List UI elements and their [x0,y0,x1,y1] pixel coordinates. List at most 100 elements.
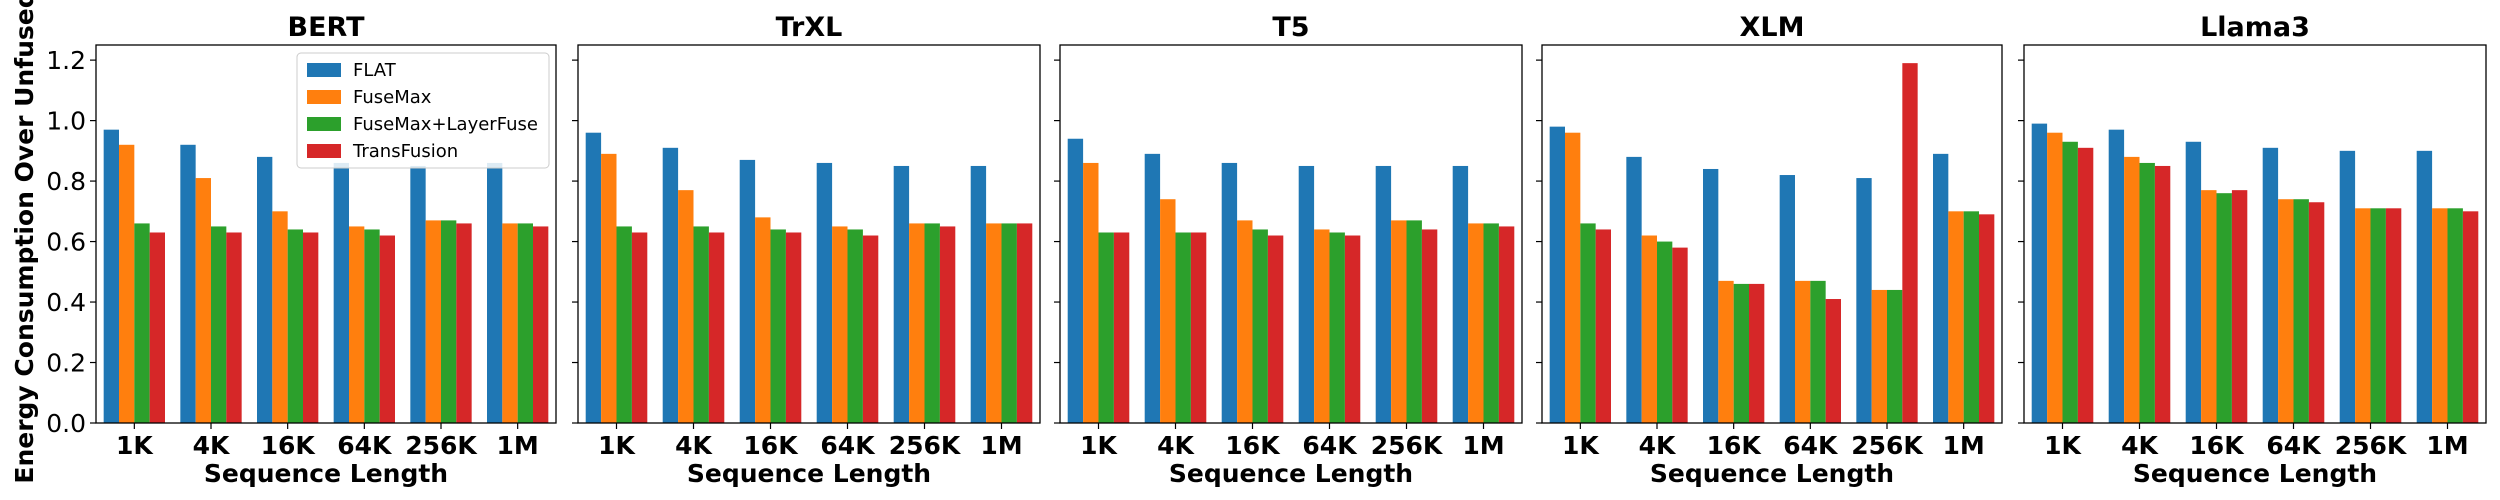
panel-trxl-bar-fusemax-1m [986,223,1002,423]
panel-xlm-bar-transfusion-16k [1749,283,1765,423]
panel-bert-ytick-label: 0.6 [46,228,86,257]
panel-llama3-xtick-label: 64K [2266,431,2322,460]
panel-t5-bar-transfusion-4k [1190,232,1207,423]
panel-llama3-bar-fusemax-layerfuse-64k [2293,199,2309,423]
panel-xlm-bar-fusemax-1k [1565,132,1581,423]
panel-llama3-bar-fusemax-layerfuse-1m [2447,208,2463,423]
panel-bert-bar-transfusion-16k [303,232,319,423]
panel-trxl-bar-fusemax-layerfuse-16k [770,229,786,423]
panel-bert-bar-flat-4k [180,144,196,424]
panel-bert-bar-fusemax-64k [349,226,365,423]
panel-trxl-xtick-label: 4K [675,431,713,460]
panel-trxl-xtick-label: 256K [889,431,962,460]
panel-llama3-xtick-label: 1M [2426,431,2468,460]
panel-xlm-bar-fusemax-64k [1795,280,1811,423]
panel-llama3-bar-fusemax-layerfuse-256k [2370,208,2386,423]
panel-trxl-bar-fusemax-layerfuse-256k [924,223,940,423]
panel-xlm-bar-fusemax-layerfuse-256k [1887,289,1903,423]
legend-swatch-transfusion [307,144,341,158]
panel-bert-bar-transfusion-4k [226,232,242,423]
panel-llama3-bar-flat-16k [2185,141,2202,423]
panel-t5-bar-transfusion-1m [1498,226,1515,423]
panel-llama3-xtick-label: 4K [2121,431,2159,460]
panel-bert-xtick-label: 256K [405,431,478,460]
panel-xlm-bar-fusemax-256k [1871,289,1887,423]
panel-bert-bar-fusemax-layerfuse-1k [134,223,150,423]
y-axis-label: Energy Consumption Over Unfused [10,0,39,484]
panel-llama3-bar-flat-64k [2262,147,2279,423]
panel-bert-bar-transfusion-1k [149,232,165,423]
panel-llama3-bar-fusemax-1k [2047,132,2063,423]
panel-bert-axes-frame [95,44,557,424]
panel-trxl-bar-flat-256k [893,165,910,423]
panel-bert-bar-transfusion-256k [456,223,472,423]
panel-xlm-bar-fusemax-layerfuse-16k [1733,283,1749,423]
panel-t5-bar-fusemax-64k [1314,229,1330,423]
panel-t5-bar-fusemax-layerfuse-256k [1406,220,1422,423]
panel-t5-bar-fusemax-layerfuse-1k [1098,232,1114,423]
panel-trxl-xtick-label: 16K [743,431,799,460]
panel-xlm-x-axis-label: Sequence Length [1650,459,1894,488]
panel-trxl-bar-fusemax-layerfuse-64k [847,229,863,423]
panel-bert-ytick-label: 1.2 [46,46,86,75]
panel-t5-bar-fusemax-layerfuse-4k [1175,232,1191,423]
panel-t5-bar-flat-4k [1144,153,1161,424]
panel-llama3-bar-flat-256k [2339,150,2356,423]
panel-t5-axes-frame [1059,44,1523,424]
panel-trxl-bar-fusemax-64k [832,226,848,423]
panel-t5-bar-fusemax-1m [1468,223,1484,423]
panel-trxl-bar-fusemax-16k [755,217,771,423]
panel-llama3-xtick-label: 1K [2044,431,2082,460]
panel-bert-bar-flat-256k [410,165,426,423]
panel-bert-xtick-label: 16K [261,431,317,460]
panel-xlm-axes-frame [1541,44,2003,424]
panel-t5-bar-flat-256k [1375,165,1392,423]
panel-llama3-bar-transfusion-1m [2462,211,2479,423]
panel-llama3-bar-fusemax-layerfuse-16k [2216,193,2232,423]
panel-bert-bar-fusemax-layerfuse-256k [441,220,457,423]
panel-xlm-bar-fusemax-layerfuse-64k [1810,280,1826,423]
panel-trxl-bar-transfusion-1m [1016,223,1033,423]
panel-xlm-xtick-label: 1K [1562,431,1600,460]
panel-llama3-xtick-label: 256K [2335,431,2408,460]
panel-llama3-bar-fusemax-4k [2124,156,2140,423]
panel-bert-bar-flat-64k [333,162,349,423]
panel-t5-bar-transfusion-256k [1421,229,1438,423]
panel-xlm-bar-flat-16k [1703,168,1719,423]
panel-xlm-bar-fusemax-1m [1948,211,1964,423]
panel-trxl-axes-frame [577,44,1041,424]
panel-trxl-title: TrXL [776,12,843,43]
legend-label-fusemax: FuseMax [353,87,432,108]
panel-llama3-bar-fusemax-256k [2355,208,2371,423]
panel-trxl-bar-fusemax-layerfuse-4k [693,226,709,423]
panel-xlm-bar-transfusion-1k [1595,229,1611,423]
panel-trxl-bar-flat-64k [816,162,833,423]
panel-bert-title: BERT [287,12,365,43]
panel-xlm-bar-transfusion-256k [1902,63,1918,423]
panel-trxl-bar-fusemax-layerfuse-1k [616,226,632,423]
panel-xlm-bar-flat-4k [1626,156,1642,423]
panel-bert-bar-fusemax-layerfuse-4k [211,226,227,423]
panel-llama3-bar-flat-1k [2031,123,2048,424]
panel-xlm-bar-flat-1m [1933,153,1949,424]
panel-llama3-bar-fusemax-layerfuse-4k [2139,162,2155,423]
panel-llama3-bar-fusemax-layerfuse-1k [2062,141,2078,423]
panel-xlm-xtick-label: 64K [1783,431,1839,460]
panel-xlm-title: XLM [1740,12,1805,43]
panel-trxl-bar-flat-1k [585,132,602,423]
panel-t5-bar-flat-16k [1221,162,1238,423]
panel-t5-bar-transfusion-1k [1113,232,1130,423]
panel-xlm-bar-transfusion-4k [1672,247,1688,423]
legend-label-fusemax-layerfuse: FuseMax+LayerFuse [353,114,538,135]
panel-trxl-xtick-label: 64K [820,431,876,460]
panel-t5-bar-fusemax-4k [1160,199,1176,423]
panel-xlm-bar-fusemax-layerfuse-4k [1657,241,1673,423]
panel-t5-bar-flat-1m [1452,165,1469,423]
panel-t5-bar-transfusion-16k [1267,235,1284,423]
panel-llama3-axes-frame [2023,44,2487,424]
panel-xlm-xtick-label: 4K [1639,431,1677,460]
panel-bert-xtick-label: 64K [337,431,393,460]
panel-trxl-xtick-label: 1M [980,431,1022,460]
panel-xlm-bar-flat-256k [1856,178,1872,423]
panel-xlm-bar-fusemax-layerfuse-1k [1580,223,1596,423]
